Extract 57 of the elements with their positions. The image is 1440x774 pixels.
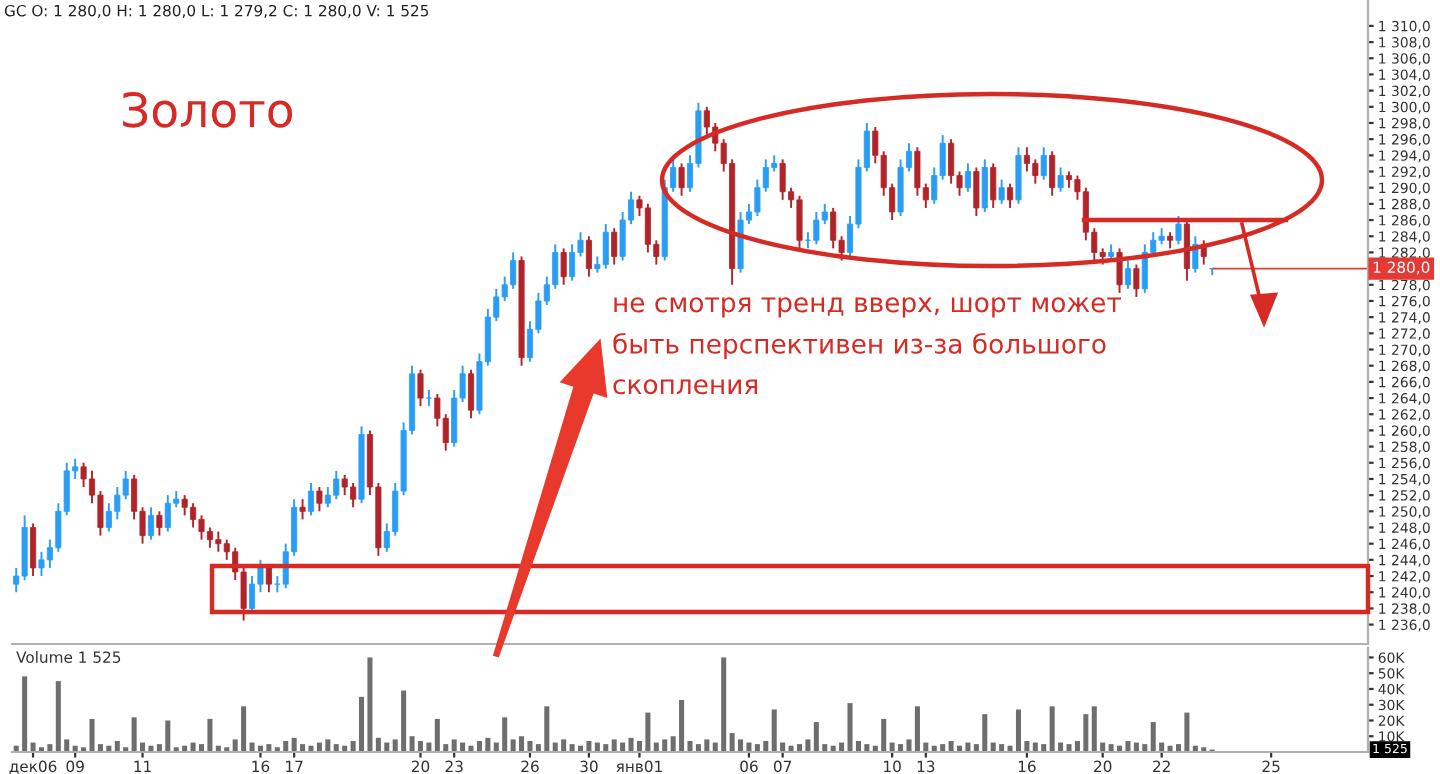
bar [527,740,533,752]
annotation: Золото [123,91,293,128]
bar [375,737,381,752]
bar [1083,714,1089,752]
bar [291,737,297,752]
bar [628,737,634,752]
bar [721,657,727,752]
bar [679,700,685,752]
bar [704,739,710,752]
bar [22,676,28,752]
bar [982,714,988,752]
bar [1049,706,1055,752]
bar [544,706,550,752]
bar [468,745,474,752]
bar [771,709,777,752]
bar [1150,722,1156,752]
annotation: не смотря тренд вверх, шорт может быть перспективен из-за большого скопления [613,297,1122,395]
bar [738,739,744,752]
bar [401,690,407,752]
bar [914,706,920,752]
candlestick [80,461,87,489]
bar [165,720,171,752]
bar [729,733,735,752]
bar [1015,709,1021,752]
bar [561,739,567,752]
candlestick [38,550,45,578]
bar [325,739,331,752]
bar [89,718,95,752]
bar [207,718,213,752]
bar [805,739,811,752]
bar [451,739,457,752]
bar [308,745,314,752]
bar [1066,744,1072,752]
bar [55,681,61,752]
bar [409,736,415,752]
bar [434,718,440,752]
bar [881,718,887,752]
bar [519,736,525,752]
bar [611,739,617,752]
candlestick [417,368,424,408]
bar [1091,706,1097,752]
bar [131,717,137,752]
bar [241,706,247,752]
candlestick [198,514,205,541]
candlestick [341,473,348,497]
candlestick [1175,215,1182,246]
bar [847,703,853,752]
bar [813,722,819,752]
bar [1184,712,1190,752]
candlestick [796,194,803,250]
bar [367,657,373,752]
bar [662,739,668,752]
bar [645,712,651,752]
bar [485,737,491,752]
candlestick [316,486,323,513]
bar [510,739,516,752]
bar [502,717,508,752]
